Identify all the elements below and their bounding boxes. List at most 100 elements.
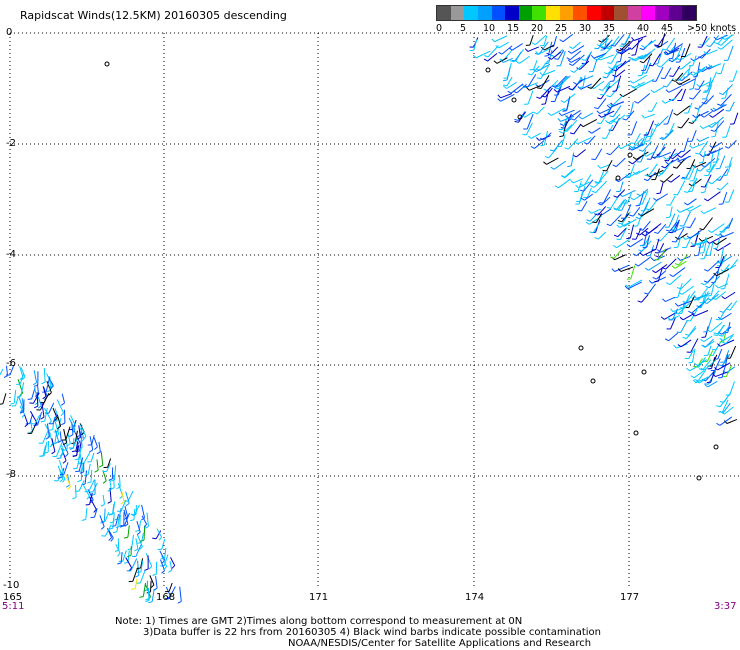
wind-barb	[42, 386, 47, 397]
wind-barb	[697, 369, 707, 381]
wind-barb-flag	[472, 54, 477, 59]
wind-barb-flag	[74, 458, 79, 461]
wind-barb	[98, 441, 101, 452]
wind-barb-flag	[709, 145, 714, 149]
lon-label-174: 174	[465, 592, 485, 603]
wind-barb	[729, 345, 737, 359]
wind-barb	[592, 221, 601, 233]
wind-barb	[710, 158, 720, 173]
wind-barb-flag	[590, 54, 595, 59]
wind-barb	[13, 389, 17, 404]
wind-barb	[611, 62, 623, 70]
wind-barb	[659, 182, 664, 194]
wind-barb-flag	[614, 208, 619, 211]
wind-barb-flag	[625, 284, 629, 288]
wind-barb	[43, 368, 46, 383]
wind-barb-flag	[135, 529, 140, 532]
wind-barb	[725, 125, 731, 138]
wind-barb-flag	[642, 246, 647, 249]
wind-barb-flag	[535, 51, 539, 55]
island-outline	[517, 114, 523, 120]
wind-barb	[619, 40, 631, 52]
wind-barb-flag	[677, 155, 682, 158]
wind-barb	[659, 247, 672, 253]
wind-barb	[692, 74, 697, 89]
wind-barb-flag	[610, 256, 615, 259]
wind-barb-flag	[51, 451, 56, 455]
wind-barb	[560, 115, 575, 122]
wind-barb-flag	[644, 174, 649, 177]
wind-barb	[564, 169, 574, 178]
wind-barb-flag	[663, 156, 667, 160]
legend-swatch	[627, 6, 642, 20]
wind-barb	[720, 39, 733, 50]
wind-barb-flag	[704, 268, 709, 272]
wind-barb	[675, 72, 684, 82]
wind-barb	[156, 528, 163, 538]
wind-barb	[710, 321, 723, 333]
wind-barb-flag	[705, 169, 710, 171]
wind-barb	[581, 112, 594, 120]
wind-barb	[679, 78, 691, 86]
wind-barb-flag	[597, 97, 602, 100]
wind-barb	[18, 396, 24, 411]
wind-barb	[136, 520, 141, 533]
wind-barb-flag	[560, 100, 565, 103]
wind-barb-flag	[67, 486, 71, 490]
wind-barb	[61, 440, 69, 454]
wind-barb-flag	[541, 103, 546, 105]
wind-barb	[591, 208, 601, 214]
wind-barb-flag	[139, 595, 144, 598]
wind-barb-flag	[540, 144, 545, 147]
wind-barb	[672, 150, 682, 160]
wind-barb	[67, 433, 71, 444]
wind-barb	[140, 532, 144, 543]
wind-barb	[614, 264, 630, 272]
wind-barb-flag	[3, 375, 8, 378]
wind-barb	[707, 270, 719, 283]
wind-barb-flag	[59, 453, 64, 457]
wind-barb	[724, 291, 736, 300]
wind-barb	[134, 578, 138, 589]
wind-barb	[579, 60, 590, 70]
wind-barb	[703, 243, 710, 259]
wind-barb	[533, 60, 538, 70]
wind-barb	[719, 155, 726, 169]
wind-barb-flag	[674, 311, 679, 315]
wind-barb-flag	[587, 86, 592, 89]
wind-barb-flag	[639, 252, 644, 256]
wind-barb	[610, 214, 622, 227]
wind-barb-flag	[107, 488, 112, 492]
wind-barb-flag	[638, 249, 643, 252]
wind-barb	[691, 348, 696, 363]
islands	[104, 61, 719, 481]
wind-barb-flag	[703, 280, 709, 283]
wind-barb-flag	[484, 55, 489, 58]
wind-barb	[104, 524, 112, 537]
wind-barb-flag	[632, 171, 637, 175]
lat-label-minus2: -2	[6, 138, 16, 149]
wind-barb-flag	[498, 51, 503, 55]
wind-barb	[125, 557, 133, 569]
wind-barb-flag	[536, 77, 541, 80]
wind-barb	[544, 90, 550, 104]
wind-barb	[548, 147, 558, 159]
wind-barb-flag	[652, 276, 657, 280]
wind-barb	[642, 220, 651, 231]
wind-barb-flag	[682, 336, 687, 340]
wind-barb-flag	[602, 76, 607, 79]
wind-barb	[118, 475, 121, 487]
wind-barb	[574, 112, 582, 121]
wind-barb	[660, 33, 666, 47]
wind-barb-flag	[713, 332, 718, 335]
wind-barb-flag	[72, 429, 76, 433]
wind-barb-flag	[713, 41, 718, 45]
wind-barb-flag	[604, 72, 609, 75]
wind-barb	[688, 296, 695, 308]
wind-barb	[510, 83, 524, 94]
wind-barb-flag	[86, 495, 90, 500]
wind-barb	[109, 479, 112, 490]
wind-barb	[687, 180, 696, 193]
wind-barb-flag	[171, 565, 176, 569]
wind-barb-flag	[606, 223, 611, 227]
